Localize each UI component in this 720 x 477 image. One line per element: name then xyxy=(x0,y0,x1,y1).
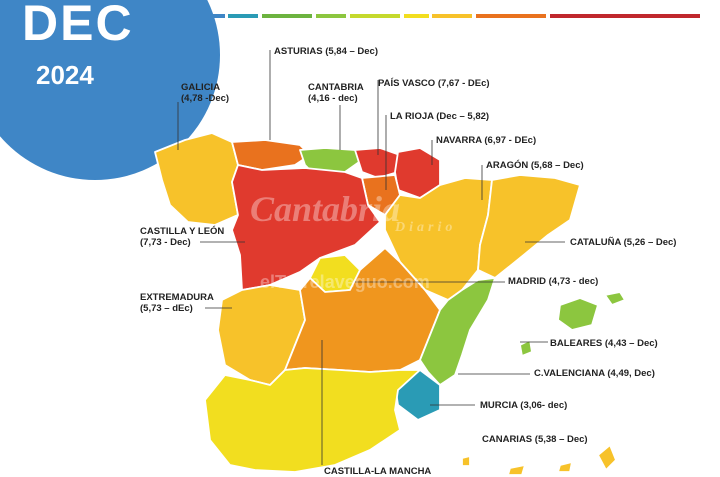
region-c-valenciana xyxy=(419,277,496,386)
label-c-valenciana: C.VALENCIANA (4,49, Dec) xyxy=(534,368,655,379)
region-pais-vasco xyxy=(354,147,401,179)
label-extremadura-name: EXTREMADURA xyxy=(140,292,214,303)
color-strip-segment xyxy=(200,14,225,18)
color-strip-segment xyxy=(350,14,400,18)
label-galicia: GALICIA (4,78 -Dec) xyxy=(181,82,229,104)
label-cantabria: CANTABRIA (4,16 - dec) xyxy=(308,82,364,104)
region-andalucia xyxy=(204,367,421,473)
label-la-rioja: LA RIOJA (Dec – 5,82) xyxy=(390,111,490,122)
label-murcia: MURCIA (3,06- dec) xyxy=(480,400,568,411)
badge-year: 2024 xyxy=(36,60,94,90)
label-castilla-y-leon: CASTILLA Y LEÓN (7,73 - Dec) xyxy=(140,226,224,248)
color-strip-segment xyxy=(550,14,700,18)
region-baleares-mallorca xyxy=(557,297,599,331)
watermark-sub: Diario xyxy=(395,220,457,235)
region-canarias-4 xyxy=(557,461,573,473)
badge-month: DEC xyxy=(22,0,134,51)
color-strip-segment xyxy=(262,14,312,18)
color-strip-segment xyxy=(432,14,472,18)
region-cataluna xyxy=(477,174,581,279)
label-asturias: ASTURIAS (5,84 – Dec) xyxy=(274,46,379,57)
label-navarra: NAVARRA (6,97 - DEc) xyxy=(436,135,537,146)
watermark-main: Cantabria xyxy=(250,189,401,229)
region-baleares-menorca xyxy=(604,291,626,306)
label-extremadura-value: (5,73 – dEc) xyxy=(140,303,193,314)
region-canarias-3 xyxy=(461,455,471,467)
label-galicia-value: (4,78 -Dec) xyxy=(181,93,230,104)
watermark-site: elTorrelaveguo.com xyxy=(260,272,430,292)
color-strip-segment xyxy=(316,14,346,18)
label-cantabria-value: (4,16 - dec) xyxy=(308,93,358,104)
label-cantabria-name: CANTABRIA xyxy=(308,82,364,93)
label-extremadura: EXTREMADURA (5,73 – dEc) xyxy=(140,292,214,314)
region-galicia xyxy=(154,132,239,226)
label-castilla-la-mancha: CASTILLA-LA MANCHA xyxy=(324,466,432,477)
color-strip-segment xyxy=(228,14,258,18)
color-strip-segment xyxy=(476,14,546,18)
region-canarias-2 xyxy=(507,464,526,475)
label-canarias: CANARIAS (5,38 – Dec) xyxy=(482,434,588,445)
label-pais-vasco: PAÍS VASCO (7,67 - DEc) xyxy=(378,78,490,89)
label-castilla-y-leon-value: (7,73 - Dec) xyxy=(140,237,191,248)
region-canarias-1 xyxy=(597,444,617,471)
label-castilla-y-leon-name: CASTILLA Y LEÓN xyxy=(140,226,225,237)
label-aragon: ARAGÓN (5,68 – Dec) xyxy=(486,160,584,171)
label-cataluna: CATALUÑA (5,26 – Dec) xyxy=(570,237,677,248)
label-madrid: MADRID (4,73 - dec) xyxy=(508,276,599,287)
color-strip-segment xyxy=(404,14,429,18)
label-galicia-name: GALICIA xyxy=(181,82,221,93)
label-baleares: BALEARES (4,43 – Dec) xyxy=(550,338,658,349)
